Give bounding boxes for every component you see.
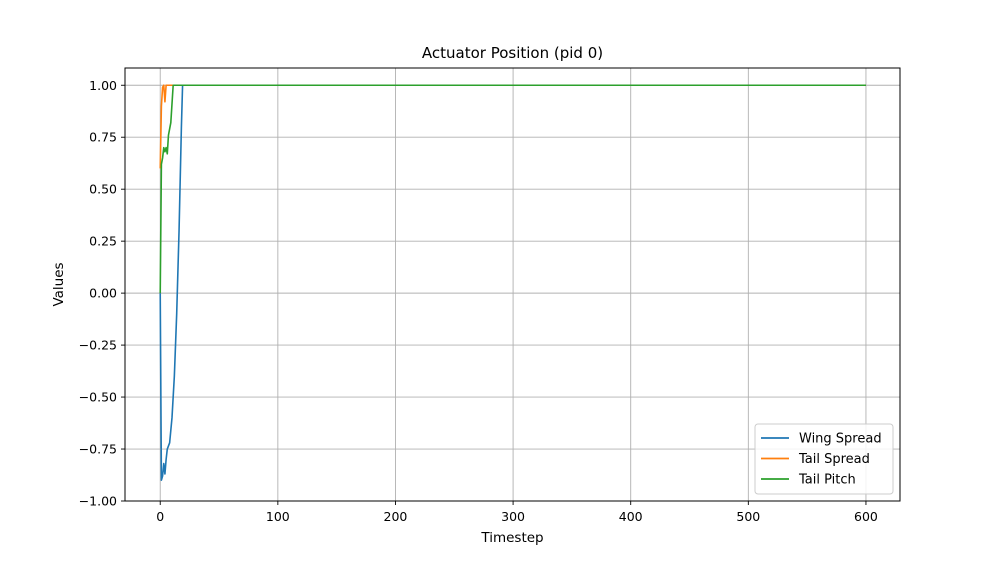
x-tick-label: 100 (266, 509, 290, 524)
y-tick-label: −0.25 (79, 338, 117, 353)
x-tick-label: 400 (619, 509, 643, 524)
legend-box (754, 423, 894, 495)
series-line (159, 84, 866, 294)
y-tick-label: −0.50 (79, 390, 117, 405)
legend-label: Tail Pitch (798, 473, 856, 488)
legend-label: Wing Spread (799, 432, 882, 447)
y-axis: −1.00 −0.75 −0.50 −0.25 0.00 0.25 0.50 0.75 1.00 (79, 78, 125, 509)
y-tick-label: 0.00 (89, 286, 117, 301)
x-axis-label: Timestep (480, 530, 543, 546)
grid (125, 68, 900, 502)
x-axis: 0 100 200 300 400 500 600 (156, 501, 878, 524)
chart-title: Actuator Position (pid 0) (422, 44, 603, 62)
y-tick-label: 1.00 (89, 78, 117, 93)
legend: Wing Spread Tail Spread Tail Pitch (754, 423, 894, 495)
plot-frame (124, 67, 901, 502)
x-tick-label: 600 (854, 509, 878, 524)
y-tick-label: 0.75 (89, 130, 117, 145)
series-line (159, 84, 866, 169)
series-layer (159, 84, 866, 482)
y-tick-label: −0.75 (79, 442, 117, 457)
legend-label: Tail Spread (798, 452, 870, 467)
y-tick-label: −1.00 (79, 494, 117, 509)
y-tick-label: 0.25 (89, 234, 117, 249)
y-axis-label: Values (51, 262, 67, 306)
x-tick-label: 500 (736, 509, 760, 524)
x-tick-label: 300 (501, 509, 525, 524)
x-tick-label: 200 (384, 509, 408, 524)
x-tick-label: 0 (156, 509, 164, 524)
series-line (159, 84, 866, 482)
y-tick-label: 0.50 (89, 182, 117, 197)
